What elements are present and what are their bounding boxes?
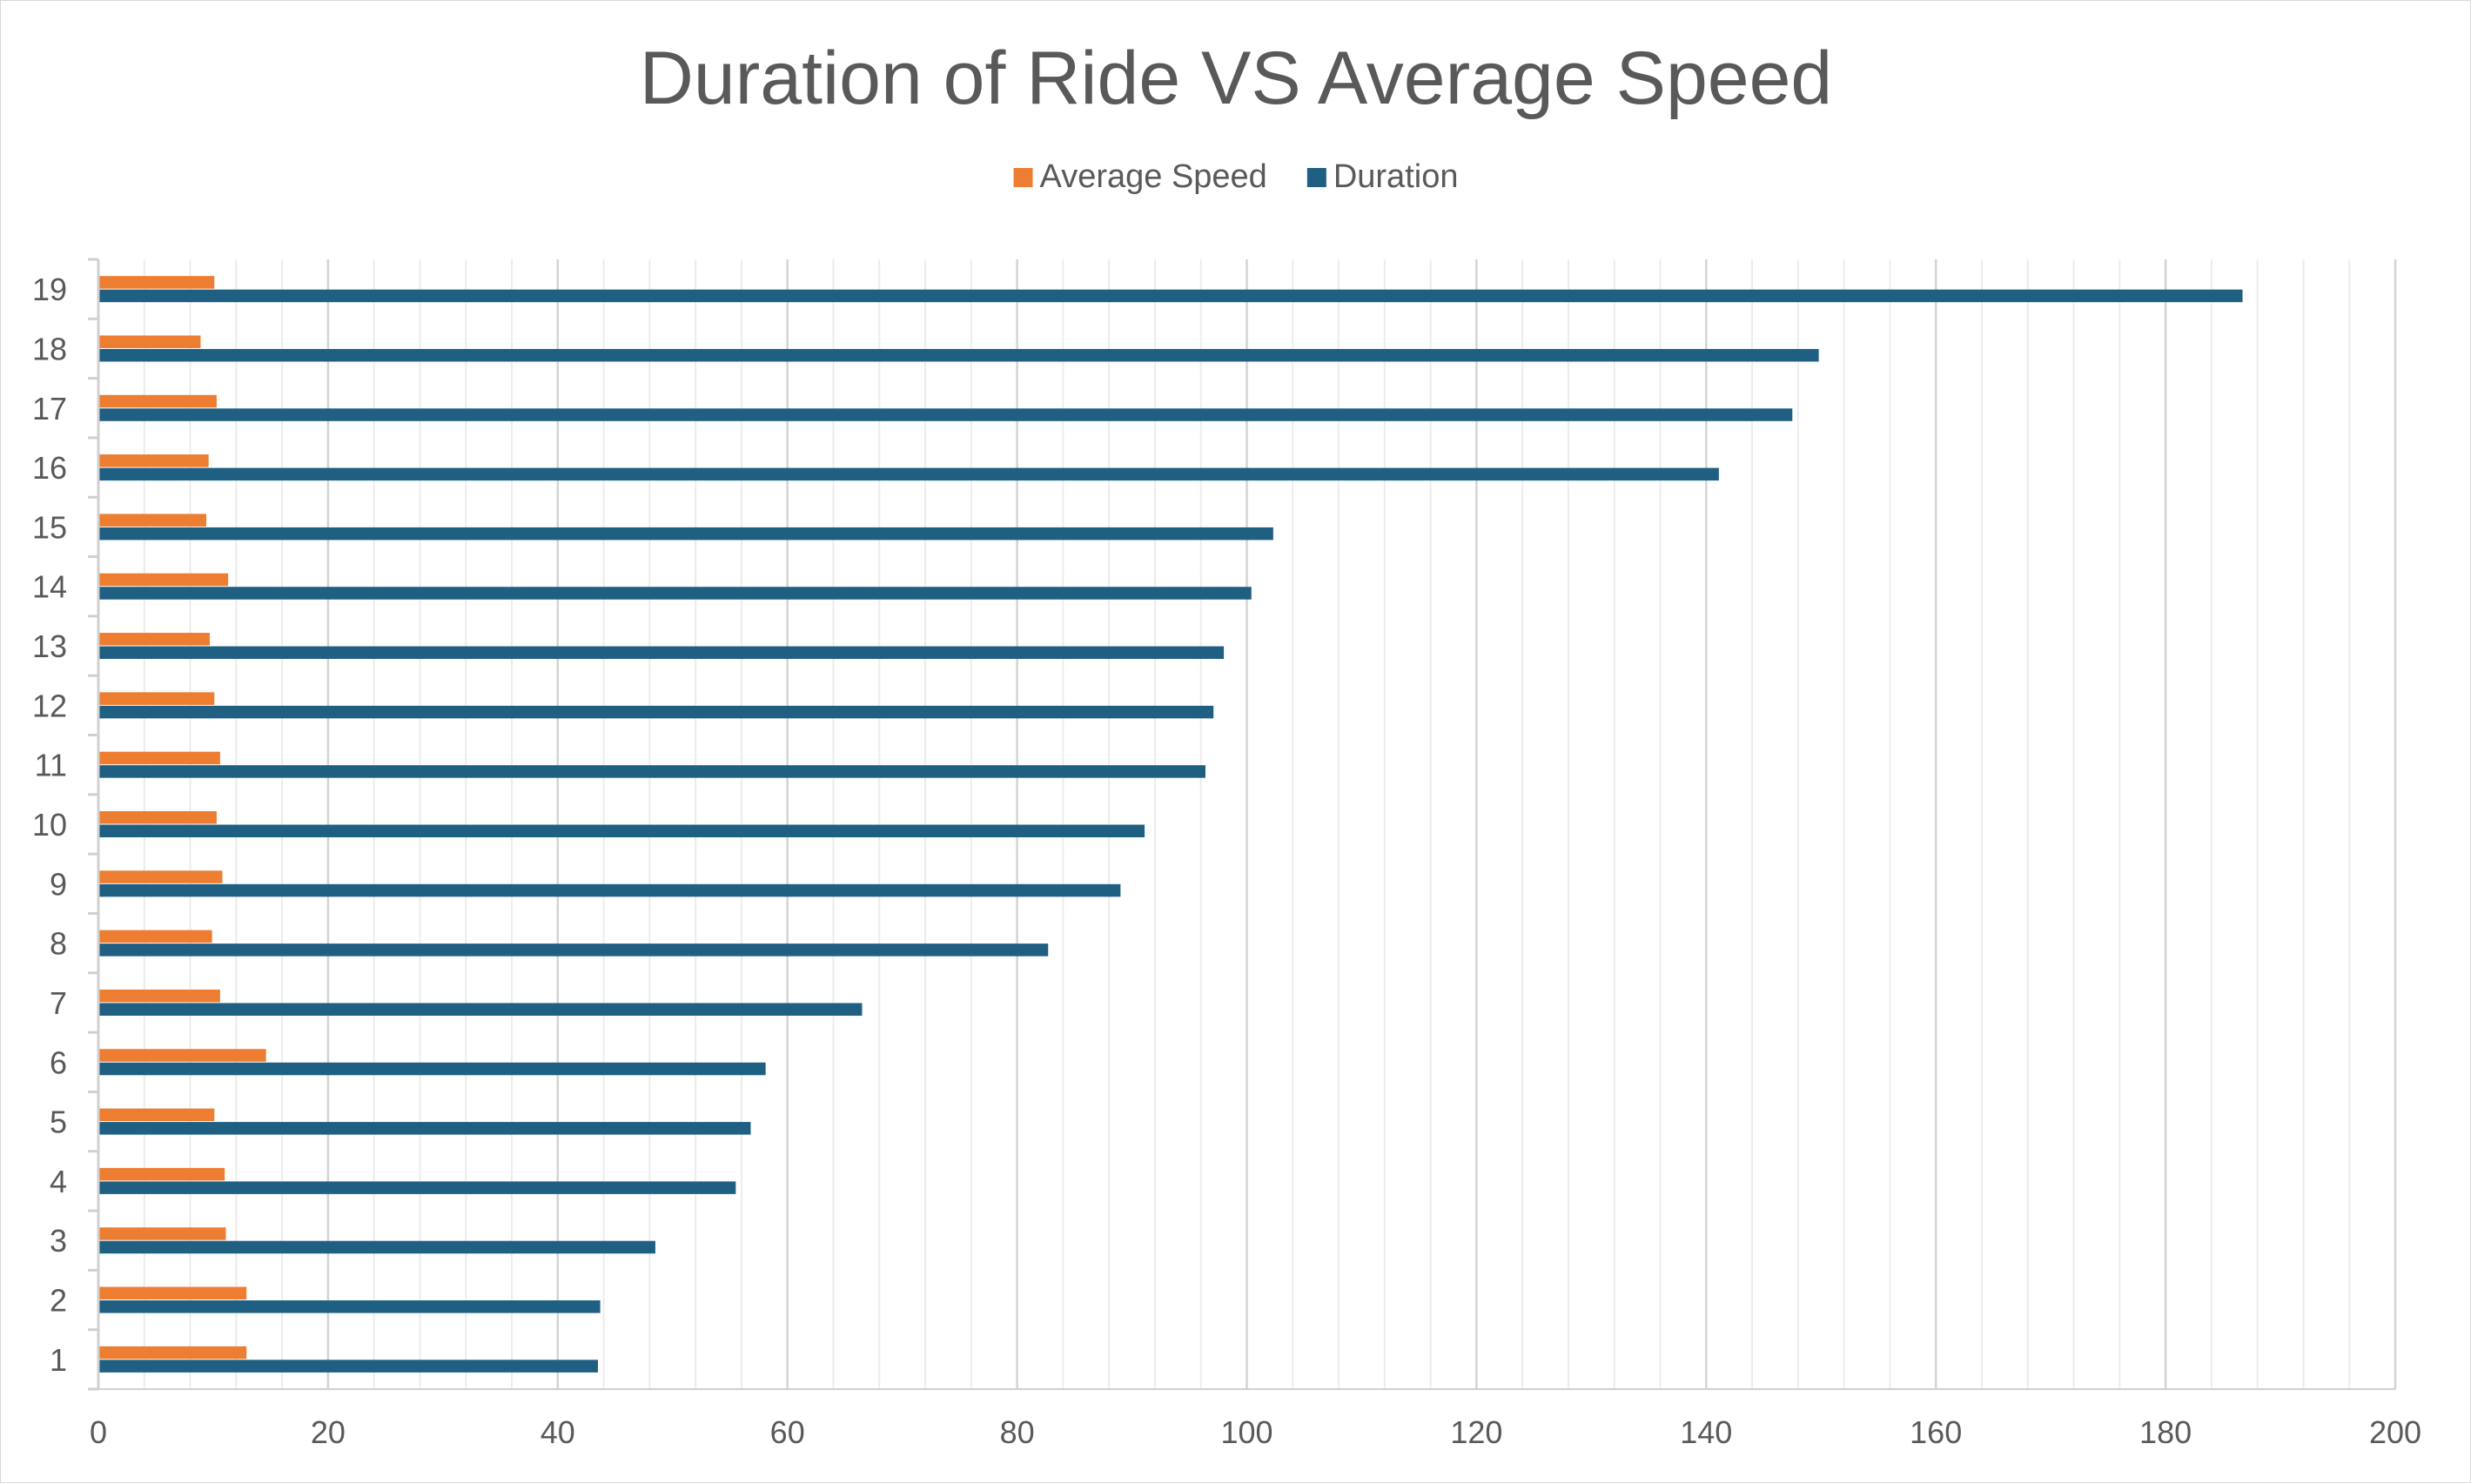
y-tick-label: 2 [50, 1283, 67, 1319]
duration-bar-6 [98, 1062, 766, 1076]
x-axis-tick-labels: 0 20 40 60 80 100 120 140 160 180 200 [90, 1414, 2421, 1450]
duration-bar-1 [98, 1360, 598, 1373]
major-gridlines [326, 259, 2397, 1389]
x-tick-label: 40 [541, 1414, 575, 1450]
y-tick-label: 12 [32, 688, 67, 723]
average-speed-bar-15 [98, 514, 207, 527]
x-tick-label: 20 [311, 1414, 346, 1450]
average-speed-bar-14 [98, 573, 229, 587]
y-tick-label: 7 [50, 985, 67, 1021]
duration-bar-3 [98, 1240, 655, 1254]
legend-swatch-duration [1306, 168, 1326, 187]
average-speed-bar-1 [98, 1346, 247, 1360]
y-tick-label: 13 [32, 628, 67, 664]
duration-bar-16 [98, 467, 1719, 481]
average-speed-bar-11 [98, 751, 220, 765]
y-tick-label: 6 [50, 1044, 67, 1080]
y-tick-label: 14 [32, 569, 67, 605]
average-speed-bar-13 [98, 633, 210, 646]
duration-bar-17 [98, 408, 1793, 421]
x-tick-label: 160 [1910, 1414, 1962, 1450]
x-tick-label: 120 [1450, 1414, 1502, 1450]
duration-bar-14 [98, 587, 1252, 600]
average-speed-bar-12 [98, 692, 215, 705]
legend: Average Speed Duration [1013, 158, 1459, 195]
y-tick-label: 16 [32, 450, 67, 486]
average-speed-bar-6 [98, 1049, 266, 1062]
x-tick-label: 200 [2369, 1414, 2421, 1450]
duration-bar-8 [98, 943, 1049, 957]
average-speed-bar-18 [98, 335, 201, 348]
average-speed-bar-16 [98, 454, 209, 467]
y-tick-label: 3 [50, 1223, 67, 1259]
y-tick-label: 18 [32, 331, 67, 366]
duration-bar-7 [98, 1003, 863, 1016]
duration-bar-13 [98, 646, 1225, 660]
y-tick-label: 11 [35, 748, 67, 783]
axes [88, 258, 2395, 1391]
y-tick-label: 15 [32, 509, 67, 545]
average-speed-bar-5 [98, 1108, 215, 1122]
y-tick-label: 1 [50, 1342, 67, 1378]
duration-bar-4 [98, 1181, 736, 1194]
y-tick-label: 19 [32, 272, 67, 307]
y-tick-label: 5 [50, 1105, 67, 1140]
minor-gridlines [143, 259, 2351, 1389]
x-tick-label: 140 [1680, 1414, 1732, 1450]
duration-bar-5 [98, 1122, 751, 1135]
average-speed-bar-19 [98, 276, 215, 289]
average-speed-bar-4 [98, 1167, 225, 1181]
legend-label-average-speed: Average Speed [1040, 158, 1267, 195]
duration-bar-11 [98, 765, 1205, 778]
bar-series [98, 276, 2243, 1373]
average-speed-bar-7 [98, 989, 220, 1003]
x-tick-label: 180 [2139, 1414, 2192, 1450]
duration-bar-15 [98, 527, 1273, 541]
average-speed-bar-17 [98, 394, 217, 408]
average-speed-bar-2 [98, 1286, 247, 1300]
duration-bar-2 [98, 1300, 601, 1313]
legend-swatch-average-speed [1013, 168, 1033, 187]
duration-bar-19 [98, 289, 2243, 303]
legend-label-duration: Duration [1333, 158, 1459, 195]
average-speed-bar-8 [98, 930, 212, 943]
duration-bar-18 [98, 348, 1819, 362]
average-speed-bar-9 [98, 870, 223, 883]
x-tick-label: 100 [1220, 1414, 1272, 1450]
duration-bar-9 [98, 883, 1121, 897]
x-tick-label: 0 [90, 1414, 107, 1450]
y-tick-label: 10 [32, 807, 67, 843]
duration-bar-10 [98, 824, 1145, 837]
y-tick-label: 17 [32, 391, 67, 426]
chart-title: Duration of Ride VS Average Speed [640, 37, 1833, 120]
average-speed-bar-10 [98, 811, 217, 824]
x-tick-label: 80 [1000, 1414, 1035, 1450]
y-tick-label: 4 [50, 1164, 67, 1199]
y-tick-label: 9 [50, 866, 67, 902]
y-tick-label: 8 [50, 926, 67, 962]
x-tick-label: 60 [770, 1414, 805, 1450]
duration-bar-12 [98, 705, 1214, 719]
average-speed-bar-3 [98, 1227, 226, 1240]
